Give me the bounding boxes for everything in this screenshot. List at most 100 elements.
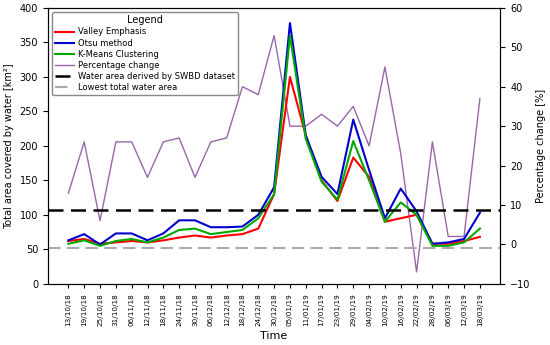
Otsu method (65, 238, 72, 243)
Valley Emphasis (160, 238, 167, 243)
Valley Emphasis (113, 240, 119, 245)
K-Means Clustering (144, 240, 151, 245)
Valley Emphasis (429, 242, 436, 246)
K-Means Clustering (81, 238, 87, 243)
Otsu method (223, 225, 230, 229)
Otsu method (144, 238, 151, 243)
Legend: Valley Emphasis, Otsu method, K-Means Clustering, Percentage change, Water area : Valley Emphasis, Otsu method, K-Means Cl… (52, 12, 238, 95)
Valley Emphasis (81, 237, 87, 241)
K-Means Clustering (113, 239, 119, 243)
Otsu method (302, 134, 309, 138)
Percentage change (461, 234, 468, 238)
K-Means Clustering (239, 228, 246, 232)
K-Means Clustering (223, 230, 230, 234)
Otsu method (128, 231, 135, 236)
Otsu method (445, 240, 452, 245)
Otsu method (429, 242, 436, 246)
Otsu method (97, 243, 103, 247)
K-Means Clustering (445, 244, 452, 248)
K-Means Clustering (318, 180, 325, 184)
Percentage change (81, 140, 87, 144)
Percentage change (318, 112, 325, 116)
Valley Emphasis (318, 178, 325, 183)
K-Means Clustering (302, 137, 309, 141)
K-Means Clustering (271, 192, 277, 196)
Lowest total water area (65, 246, 72, 250)
Valley Emphasis (382, 220, 388, 224)
Otsu method (81, 232, 87, 236)
K-Means Clustering (192, 227, 199, 231)
Valley Emphasis (398, 216, 404, 220)
Valley Emphasis (223, 234, 230, 238)
Percentage change (239, 85, 246, 89)
Otsu method (413, 209, 420, 214)
Otsu method (461, 237, 468, 241)
Y-axis label: Total area covered by water [km²]: Total area covered by water [km²] (4, 63, 14, 229)
K-Means Clustering (128, 237, 135, 241)
Percentage change (65, 191, 72, 195)
K-Means Clustering (334, 198, 341, 202)
Percentage change (113, 140, 119, 144)
Water area derived by SWBD dataset (65, 208, 72, 212)
Percentage change (192, 175, 199, 179)
Otsu method (350, 118, 356, 122)
Valley Emphasis (239, 232, 246, 236)
Valley Emphasis (477, 235, 483, 239)
Valley Emphasis (207, 236, 214, 240)
Valley Emphasis (302, 134, 309, 138)
Percentage change (176, 136, 183, 140)
Percentage change (271, 33, 277, 38)
Percentage change (398, 152, 404, 156)
Otsu method (192, 218, 199, 223)
Valley Emphasis (65, 239, 72, 243)
K-Means Clustering (207, 232, 214, 236)
Percentage change (382, 65, 388, 69)
Valley Emphasis (255, 227, 262, 231)
Percentage change (160, 140, 167, 144)
Lowest total water area (81, 246, 87, 250)
Valley Emphasis (350, 156, 356, 160)
Percentage change (255, 92, 262, 97)
K-Means Clustering (461, 240, 468, 245)
K-Means Clustering (398, 200, 404, 205)
Percentage change (334, 124, 341, 128)
K-Means Clustering (65, 242, 72, 246)
K-Means Clustering (350, 139, 356, 143)
Line: Otsu method: Otsu method (68, 23, 480, 245)
Otsu method (398, 187, 404, 191)
Valley Emphasis (366, 175, 372, 179)
Otsu method (239, 225, 246, 229)
Valley Emphasis (334, 199, 341, 203)
K-Means Clustering (382, 220, 388, 224)
Percentage change (366, 144, 372, 148)
Valley Emphasis (97, 242, 103, 246)
Line: K-Means Clustering: K-Means Clustering (68, 36, 480, 246)
Percentage change (223, 136, 230, 140)
K-Means Clustering (429, 244, 436, 248)
Percentage change (97, 219, 103, 223)
Otsu method (366, 168, 372, 172)
Percentage change (445, 234, 452, 238)
Line: Percentage change: Percentage change (68, 36, 480, 272)
Y-axis label: Percentage change [%]: Percentage change [%] (536, 89, 546, 203)
Percentage change (207, 140, 214, 144)
Otsu method (477, 211, 483, 215)
Water area derived by SWBD dataset (81, 208, 87, 212)
K-Means Clustering (176, 228, 183, 232)
Valley Emphasis (445, 242, 452, 246)
Valley Emphasis (271, 192, 277, 196)
Valley Emphasis (461, 239, 468, 243)
Otsu method (113, 231, 119, 236)
Percentage change (287, 124, 293, 128)
Percentage change (128, 140, 135, 144)
K-Means Clustering (160, 236, 167, 240)
K-Means Clustering (255, 216, 262, 220)
Valley Emphasis (176, 236, 183, 240)
Otsu method (160, 231, 167, 236)
Percentage change (350, 104, 356, 108)
Percentage change (429, 140, 436, 144)
K-Means Clustering (97, 244, 103, 248)
Percentage change (413, 270, 420, 274)
Valley Emphasis (413, 213, 420, 217)
Valley Emphasis (287, 75, 293, 79)
